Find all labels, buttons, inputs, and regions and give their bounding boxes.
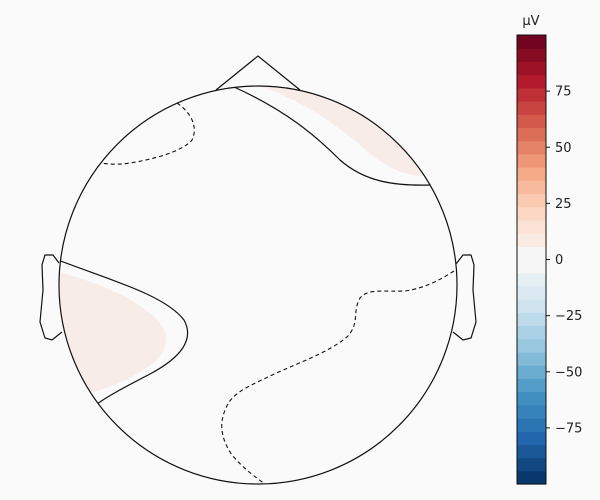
colorbar-band [517,48,546,63]
colorbar-band [517,127,546,142]
colorbar-band [517,140,546,155]
colorbar-band [517,101,546,115]
colorbar-bands [517,35,546,485]
colorbar-tick-label: 50 [555,141,572,156]
head-map [39,55,477,485]
colorbar-band [517,338,546,353]
colorbar-band [517,193,546,208]
colorbar-band [517,378,546,393]
head-outline [58,85,458,485]
contour-frontal-right-zero [233,86,431,186]
colorbar-band [517,74,546,89]
colorbar-tick-label: −75 [555,421,582,436]
colorbar-band [517,233,546,247]
colorbar-band [517,299,546,313]
colorbar-tick-label: −50 [555,365,582,380]
colorbar-band [517,325,546,340]
nose-outline [215,55,301,91]
colorbar-tick-label: −25 [555,309,582,324]
colorbar-band [517,285,546,300]
contour-temporal-left-zero [59,259,189,405]
contour-frontal-left-negative [99,102,195,165]
colorbar-band [517,114,546,129]
ear-right-outline [452,254,477,341]
colorbar-band [517,259,546,274]
colorbar-unit-label: µV [522,14,539,29]
colorbar-band [517,272,546,287]
colorbar-band [517,431,546,445]
colorbar-band [517,470,546,485]
colorbar-band [517,365,546,379]
colorbar-band [517,35,546,49]
region-temporal-left-inner [59,270,167,395]
colorbar-band [517,391,546,406]
colorbar-tick-label: 25 [555,197,572,212]
colorbar-band [517,444,546,459]
colorbar-band [517,61,546,76]
colorbar-band [517,351,546,366]
head-background [59,86,457,484]
colorbar-band [517,206,546,221]
colorbar-band [517,404,546,419]
ear-left-outline [39,254,63,341]
colorbar-band [517,153,546,168]
colorbar-band [517,312,546,327]
colorbar-band [517,87,546,102]
colorbar: µV 75 50 25 0 −25 −50 −75 [516,14,582,485]
colorbar-band [517,457,546,472]
colorbar-band [517,246,546,261]
colorbar-band [517,167,546,181]
colorbar-tick-label: 75 [555,85,572,100]
colorbar-band [517,417,546,432]
colorbar-tick-label: 0 [555,253,563,268]
region-frontal-right-inner [262,86,426,176]
colorbar-band [517,180,546,195]
colorbar-band [517,219,546,234]
colorbar-ticks: 75 50 25 0 −25 −50 −75 [546,85,582,436]
